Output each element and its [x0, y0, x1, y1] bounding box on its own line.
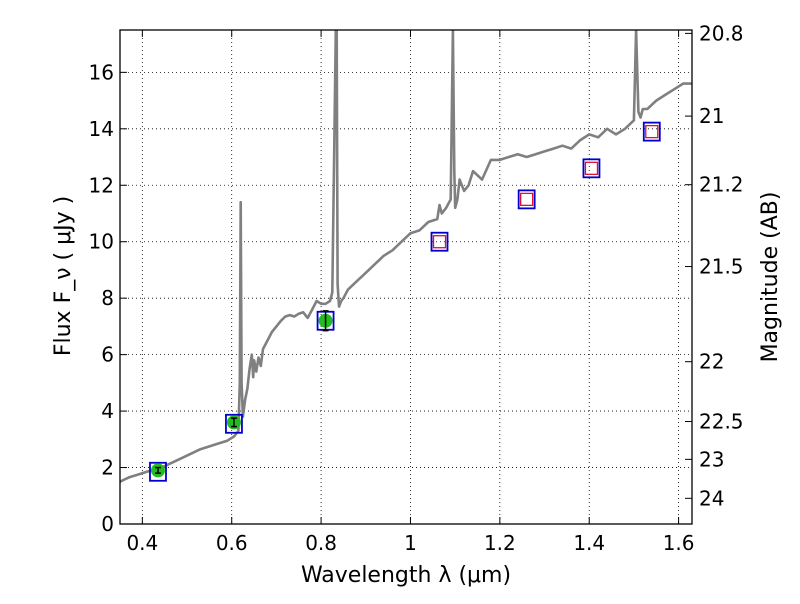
y-tick-label: 12: [89, 173, 114, 197]
y-tick-label: 16: [89, 60, 114, 84]
plot-frame: [119, 29, 693, 525]
magnitude-tick-label: 21.5: [699, 255, 744, 279]
grid: [120, 30, 692, 525]
model-photometry-box: [642, 121, 661, 142]
magnitude-tick-label: 22.5: [699, 410, 744, 434]
magnitude-tick-label: 22: [699, 350, 724, 374]
y-tick-label: 6: [101, 343, 114, 367]
y-axis-label: Flux F_ν ( μJy ): [51, 196, 76, 356]
x-tick-label: 1: [404, 531, 417, 555]
model-spectrum-line: [120, 30, 692, 483]
y-tick-label: 0: [101, 512, 114, 536]
upper-limit-box: [645, 124, 659, 139]
spectrum-layer: [120, 30, 692, 483]
magnitude-tick-label: 21: [699, 104, 724, 128]
x-tick-label: 0.6: [216, 531, 248, 555]
model-photometry-box: [582, 158, 601, 179]
upper-limit-box: [432, 235, 447, 249]
magnitude-tick-label: 21.2: [699, 173, 744, 197]
photometry-layer: [149, 121, 661, 482]
magnitude-tick-label: 20.8: [699, 21, 744, 45]
x-axis-label: Wavelength λ (μm): [301, 563, 511, 588]
upper-limit-box: [520, 192, 534, 207]
model-photometry-box: [149, 461, 167, 482]
y-tick-label: 14: [89, 117, 114, 141]
model-photometry-box: [430, 231, 449, 252]
model-photometry-box: [225, 413, 243, 434]
x-tick-label: 0.4: [126, 531, 158, 555]
y-tick-label: 4: [101, 399, 114, 423]
model-photometry-box: [517, 189, 536, 210]
axis-ticks: 0.4 0.6 0.8 1 1.2 1.4 1.6024681012141620.82121…: [89, 21, 744, 555]
x-tick-label: 0.8: [305, 531, 337, 555]
magnitude-tick-label: 24: [699, 486, 724, 510]
right-axis-label: Magnitude (AB): [758, 192, 783, 363]
y-tick-label: 2: [101, 456, 114, 480]
x-tick-label: 1.4: [573, 531, 605, 555]
x-tick-label: 1.6: [663, 531, 695, 555]
x-tick-label: 1.2: [484, 531, 516, 555]
y-tick-label: 10: [89, 230, 114, 254]
magnitude-tick-label: 23: [699, 447, 724, 471]
upper-limit-box: [584, 161, 599, 175]
y-tick-label: 8: [101, 286, 114, 310]
